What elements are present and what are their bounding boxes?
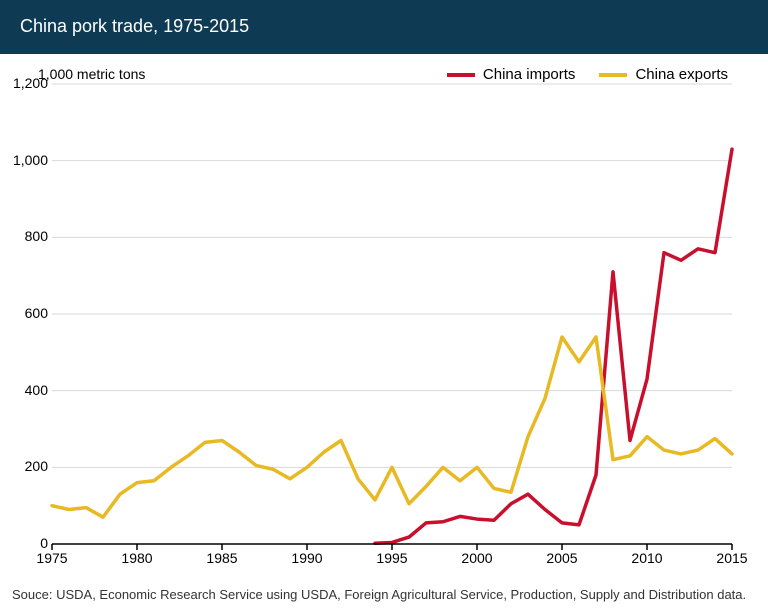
x-tick-label: 2015 — [712, 550, 752, 566]
x-tick-label: 1985 — [202, 550, 242, 566]
y-tick-label: 600 — [0, 305, 48, 321]
y-tick-label: 0 — [0, 535, 48, 551]
x-tick-label: 1975 — [32, 550, 72, 566]
y-tick-label: 1,200 — [0, 75, 48, 91]
y-tick-label: 1,000 — [0, 152, 48, 168]
chart-plot — [0, 0, 768, 614]
source-text: Souce: USDA, Economic Research Service u… — [12, 586, 756, 604]
y-tick-label: 200 — [0, 458, 48, 474]
x-tick-label: 1990 — [287, 550, 327, 566]
x-tick-label: 1995 — [372, 550, 412, 566]
x-tick-label: 2005 — [542, 550, 582, 566]
x-tick-label: 2000 — [457, 550, 497, 566]
y-tick-label: 800 — [0, 228, 48, 244]
y-tick-label: 400 — [0, 382, 48, 398]
chart-container: China pork trade, 1975-2015 1,000 metric… — [0, 0, 768, 614]
x-tick-label: 1980 — [117, 550, 157, 566]
x-tick-label: 2010 — [627, 550, 667, 566]
